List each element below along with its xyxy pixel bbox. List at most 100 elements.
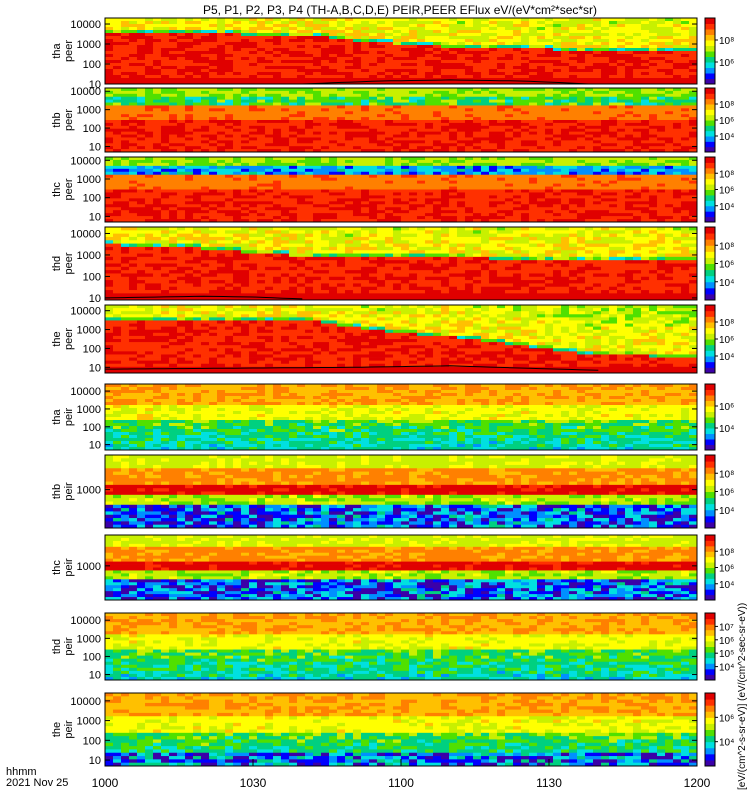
panel-thc-peer: 10 100 1000 10000 thcpeer 10⁴ 10⁶ 10⁸ <box>51 155 734 223</box>
y-tick-label: 10000 <box>70 155 101 167</box>
spectrogram <box>105 227 698 301</box>
colorbar-tick-label: 10⁸ <box>719 318 734 329</box>
colorbar-tick-label: 10⁴ <box>719 202 734 213</box>
plot-frame <box>104 17 698 85</box>
trace-line <box>104 295 303 300</box>
panel-thd-peir: 10 100 1000 10000 thdpeir 10⁴ 10⁵ 10⁶ 10⁷ <box>51 612 734 682</box>
y-tick-label: 1000 <box>77 105 101 117</box>
y-axis-label: thepeir <box>51 720 75 739</box>
trace-line <box>105 365 599 371</box>
spectrogram <box>105 157 698 223</box>
y-tick-label: 100 <box>83 422 101 434</box>
colorbar: 10⁴ 10⁶ 10⁸ <box>704 156 734 223</box>
colorbar-tick-label: 10⁴ <box>719 738 734 749</box>
spectrogram <box>105 455 698 529</box>
y-tick-label: 100 <box>83 59 101 71</box>
colorbar-tick-label: 10⁶ <box>719 402 734 413</box>
colorbar-tick-label: 10⁶ <box>719 260 734 271</box>
plot-frame <box>104 383 698 451</box>
plot-frame <box>104 612 698 681</box>
y-tick-label: 1000 <box>77 174 101 186</box>
y-tick-label: 10 <box>89 755 101 767</box>
y-tick-label: 100 <box>83 123 101 135</box>
colorbar: 10⁴ 10⁶ <box>704 692 734 767</box>
colorbar-tick-label: 10⁸ <box>719 36 734 47</box>
colorbar-tick-label: 10⁴ <box>719 663 734 674</box>
x-label-bottom: 2021 Nov 25 <box>6 777 68 789</box>
colorbar-tick-label: 10⁶ <box>719 186 734 197</box>
y-axis-label: thepeer <box>51 328 75 350</box>
x-tick-label: 1000 <box>92 776 119 790</box>
y-tick-label: 1000 <box>77 250 101 262</box>
plot-frame <box>104 87 698 153</box>
y-axis-label: thbpeer <box>51 109 75 131</box>
x-tick-label: 1100 <box>388 776 414 790</box>
spectrogram <box>105 18 698 85</box>
x-tick-label: 1130 <box>536 776 562 790</box>
plot-frame <box>104 156 698 223</box>
y-tick-label: 10 <box>89 670 101 682</box>
colorbar: 10⁴ 10⁶ 10⁸ <box>704 87 734 153</box>
panels: 10100100010000thapeer10⁶10⁸1010010001000… <box>51 17 734 767</box>
y-tick-label: 1000 <box>77 39 101 51</box>
colorbar: 10⁴ 10⁶ 10⁸ <box>704 534 734 601</box>
panel-the-peir: 10 100 1000 10000 thepeir 10⁴ 10⁶ <box>51 692 734 767</box>
colorbar-tick-label: 10⁴ <box>719 352 734 363</box>
y-tick-label: 10000 <box>70 615 101 627</box>
y-tick-label: 10000 <box>70 306 101 318</box>
y-axis-label: thdpeir <box>51 637 75 656</box>
plot-frame <box>104 534 698 601</box>
colorbar: 10⁴ 10⁶ 10⁸ <box>704 226 734 301</box>
colorbar: 10⁴ 10⁵ 10⁶ 10⁷ <box>704 612 734 681</box>
y-tick-label: 10 <box>89 141 101 153</box>
colorbar: 10⁶ 10⁸ <box>704 17 734 85</box>
colorbar: 10⁴ 10⁶ 10⁸ <box>704 304 734 374</box>
spectrogram <box>105 88 698 153</box>
y-tick-label: 100 <box>83 193 101 205</box>
spectrogram <box>105 305 698 374</box>
y-tick-label: 10 <box>89 79 101 91</box>
colorbar-tick-label: 10⁸ <box>719 100 734 111</box>
colorbar-tick-label: 10⁷ <box>719 622 734 633</box>
y-axis-label: thapeer <box>51 40 75 62</box>
y-tick-label: 1000 <box>77 633 101 645</box>
spectrogram <box>105 384 698 451</box>
spectrogram <box>105 535 698 601</box>
colorbar-tick-label: 10⁶ <box>719 713 734 724</box>
y-axis-label: thdpeer <box>51 252 75 274</box>
colorbar: 10⁴ 10⁶ <box>704 383 734 451</box>
colorbar-tick-label: 10⁶ <box>719 564 734 575</box>
y-tick-label: 10 <box>89 362 101 374</box>
y-tick-label: 1000 <box>77 485 101 497</box>
panel-tha-peer: 10 100 1000 10000 thapeer 10⁶ 10⁸ <box>51 17 734 91</box>
colorbar-tick-label: 10⁶ <box>719 116 734 127</box>
y-tick-label: 1000 <box>77 404 101 416</box>
y-tick-label: 100 <box>83 651 101 663</box>
y-tick-label: 10000 <box>70 386 101 398</box>
colorbar-tick-label: 10⁴ <box>719 132 734 143</box>
chart-title: P5, P1, P2, P3, P4 (TH-A,B,C,D,E) PEIR,P… <box>203 3 597 17</box>
y-tick-label: 1000 <box>77 716 101 728</box>
colorbar-tick-label: 10⁶ <box>719 58 734 69</box>
x-tick-label: 1200 <box>684 776 711 790</box>
plot-frame <box>104 454 698 529</box>
y-axis-label: thcpeir <box>51 558 75 577</box>
y-axis-label: thapeir <box>51 407 75 426</box>
x-tick-label: 1030 <box>240 776 267 790</box>
y-tick-label: 10000 <box>70 19 101 31</box>
panel-the-peer: 10 100 1000 10000 thepeer 10⁴ 10⁶ 10⁸ <box>51 304 734 374</box>
x-label-top: hhmm <box>6 766 37 778</box>
y-tick-label: 10 <box>89 211 101 223</box>
plot-frame <box>104 226 698 301</box>
y-tick-label: 1000 <box>77 561 101 573</box>
colorbar-tick-label: 10⁶ <box>719 636 734 647</box>
colorbar-tick-label: 10⁴ <box>719 278 734 289</box>
x-axis: 1000 1030 1100 1130 1200 <box>92 759 711 790</box>
y-tick-label: 1000 <box>77 325 101 337</box>
colorbar-tick-label: 10⁴ <box>719 424 734 435</box>
spectrogram <box>105 693 698 767</box>
y-tick-label: 10000 <box>70 86 101 98</box>
y-tick-label: 100 <box>83 735 101 747</box>
